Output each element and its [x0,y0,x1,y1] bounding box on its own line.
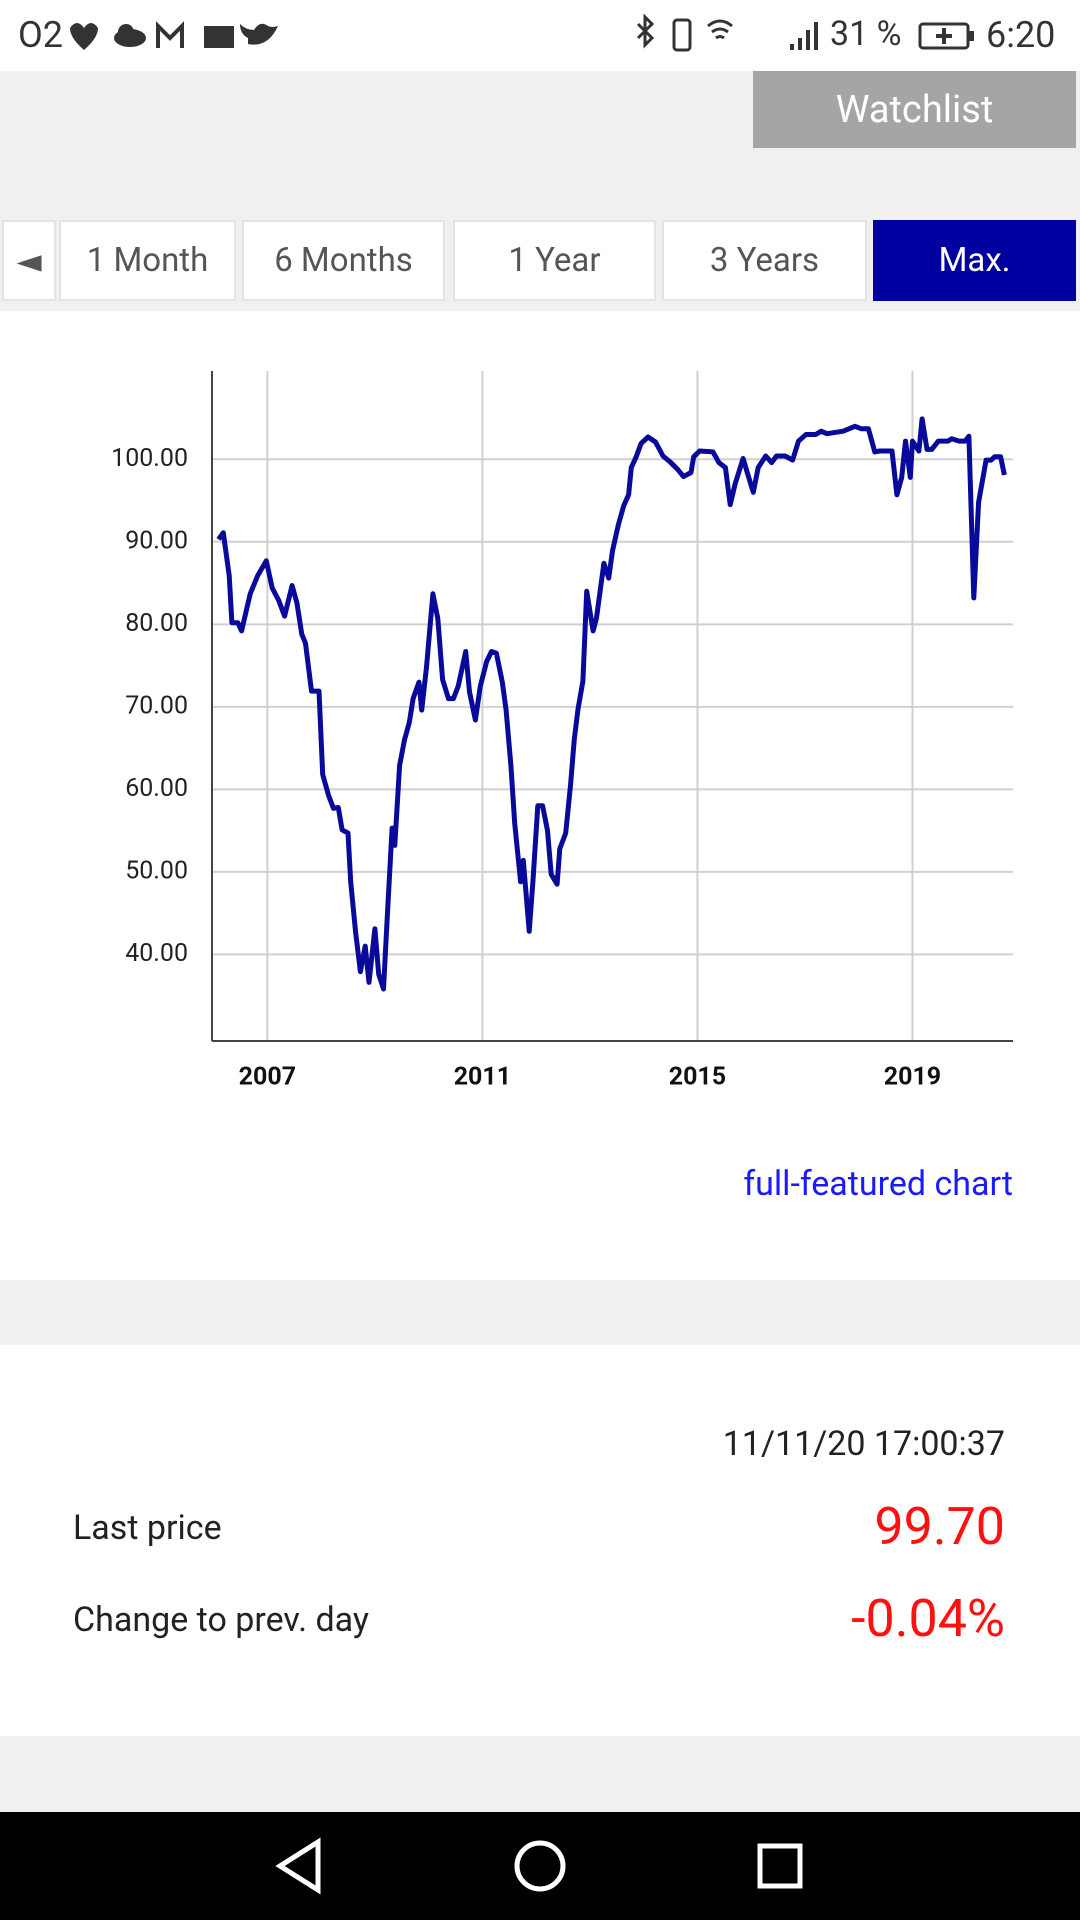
row-value: -0.04% [851,1588,1005,1649]
watchlist-button[interactable]: Watchlist [753,71,1076,148]
home-button[interactable] [514,1840,566,1892]
y-tick-label: 100.00 [111,444,188,473]
footer-band [0,1736,1080,1812]
range-tab[interactable]: Max. [873,220,1076,301]
range-tab[interactable]: 1 Month [59,220,236,301]
y-tick-label: 50.00 [125,856,188,885]
y-tick-label: 80.00 [125,609,188,638]
carrier: O2 [18,14,63,56]
battery-icon [918,22,974,50]
system-icons [636,14,818,52]
x-tick-label: 2007 [239,1063,296,1092]
x-tick-label: 2011 [454,1063,511,1092]
back-button[interactable] [275,1837,321,1895]
row-label: Last price [73,1508,222,1548]
battery-text: 31 % [830,14,902,54]
status-bar: O2 31 % 6:20 [0,0,1080,71]
y-tick-label: 60.00 [125,774,188,803]
y-tick-label: 70.00 [125,691,188,720]
x-tick-label: 2019 [884,1063,941,1092]
full-chart-link[interactable]: full-featured chart [743,1164,1013,1204]
status-icons [70,21,278,50]
y-tick-label: 90.00 [125,526,188,555]
nav-icons [275,1837,803,1895]
range-tab[interactable]: 6 Months [242,220,445,301]
x-tick-label: 2015 [669,1063,726,1092]
chart: 40.00 50.00 60.00 70.00 80.00 90.00 100.00 2007… [111,371,1013,1092]
row-value: 99.70 [874,1496,1005,1557]
recents-button[interactable] [757,1843,803,1889]
y-tick-label: 40.00 [125,939,188,968]
separator [0,1280,1080,1345]
range-tab[interactable]: 1 Year [453,220,656,301]
nav-bar [0,1812,1080,1920]
price-line [216,416,1007,992]
range-tab[interactable]: ◄ [2,220,56,301]
timestamp: 11/11/20 17:00:37 [722,1424,1005,1464]
clock: 6:20 [986,14,1056,56]
range-tab[interactable]: 3 Years [662,220,867,301]
row-label: Change to prev. day [73,1600,370,1640]
